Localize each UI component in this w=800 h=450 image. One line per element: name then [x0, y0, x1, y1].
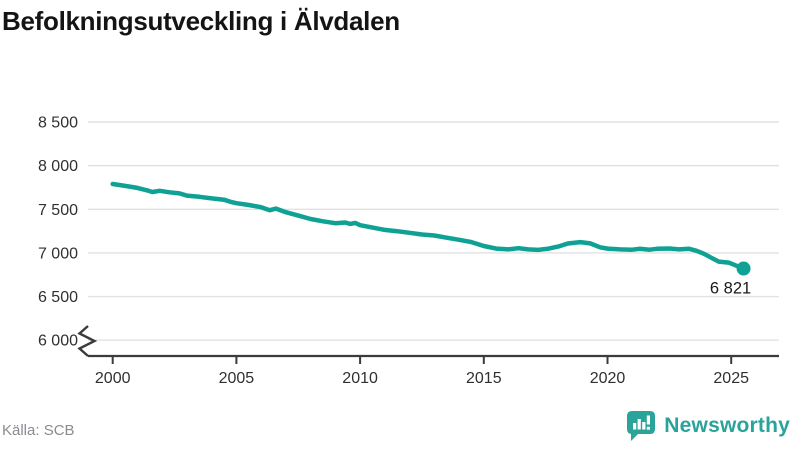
x-tick-label: 2025 [713, 370, 749, 387]
y-tick-label: 7 500 [38, 202, 78, 219]
x-tick-label: 2010 [342, 370, 378, 387]
x-tick-label: 2000 [95, 370, 131, 387]
y-tick-label: 8 500 [38, 115, 78, 132]
last-value-label: 6 821 [710, 280, 751, 298]
last-point-dot [736, 261, 751, 276]
population-line [110, 181, 746, 271]
newsworthy-bubble-chart-icon [627, 411, 656, 441]
brand-name: Newsworthy [664, 414, 790, 437]
x-tick-label: 2005 [219, 370, 255, 387]
y-tick-label: 8 000 [38, 158, 78, 175]
axis-break-icon [77, 325, 98, 357]
y-tick-label: 6 000 [38, 333, 78, 350]
newsworthy-logo: Newsworthy [626, 410, 790, 442]
source-label: Källa: SCB [2, 422, 75, 439]
y-tick-label: 6 500 [38, 289, 78, 306]
y-tick-label: 7 000 [38, 245, 78, 262]
x-tick-label: 2015 [466, 370, 502, 387]
x-tick-label: 2020 [590, 370, 626, 387]
chart-title: Befolkningsutveckling i Älvdalen [2, 6, 400, 36]
